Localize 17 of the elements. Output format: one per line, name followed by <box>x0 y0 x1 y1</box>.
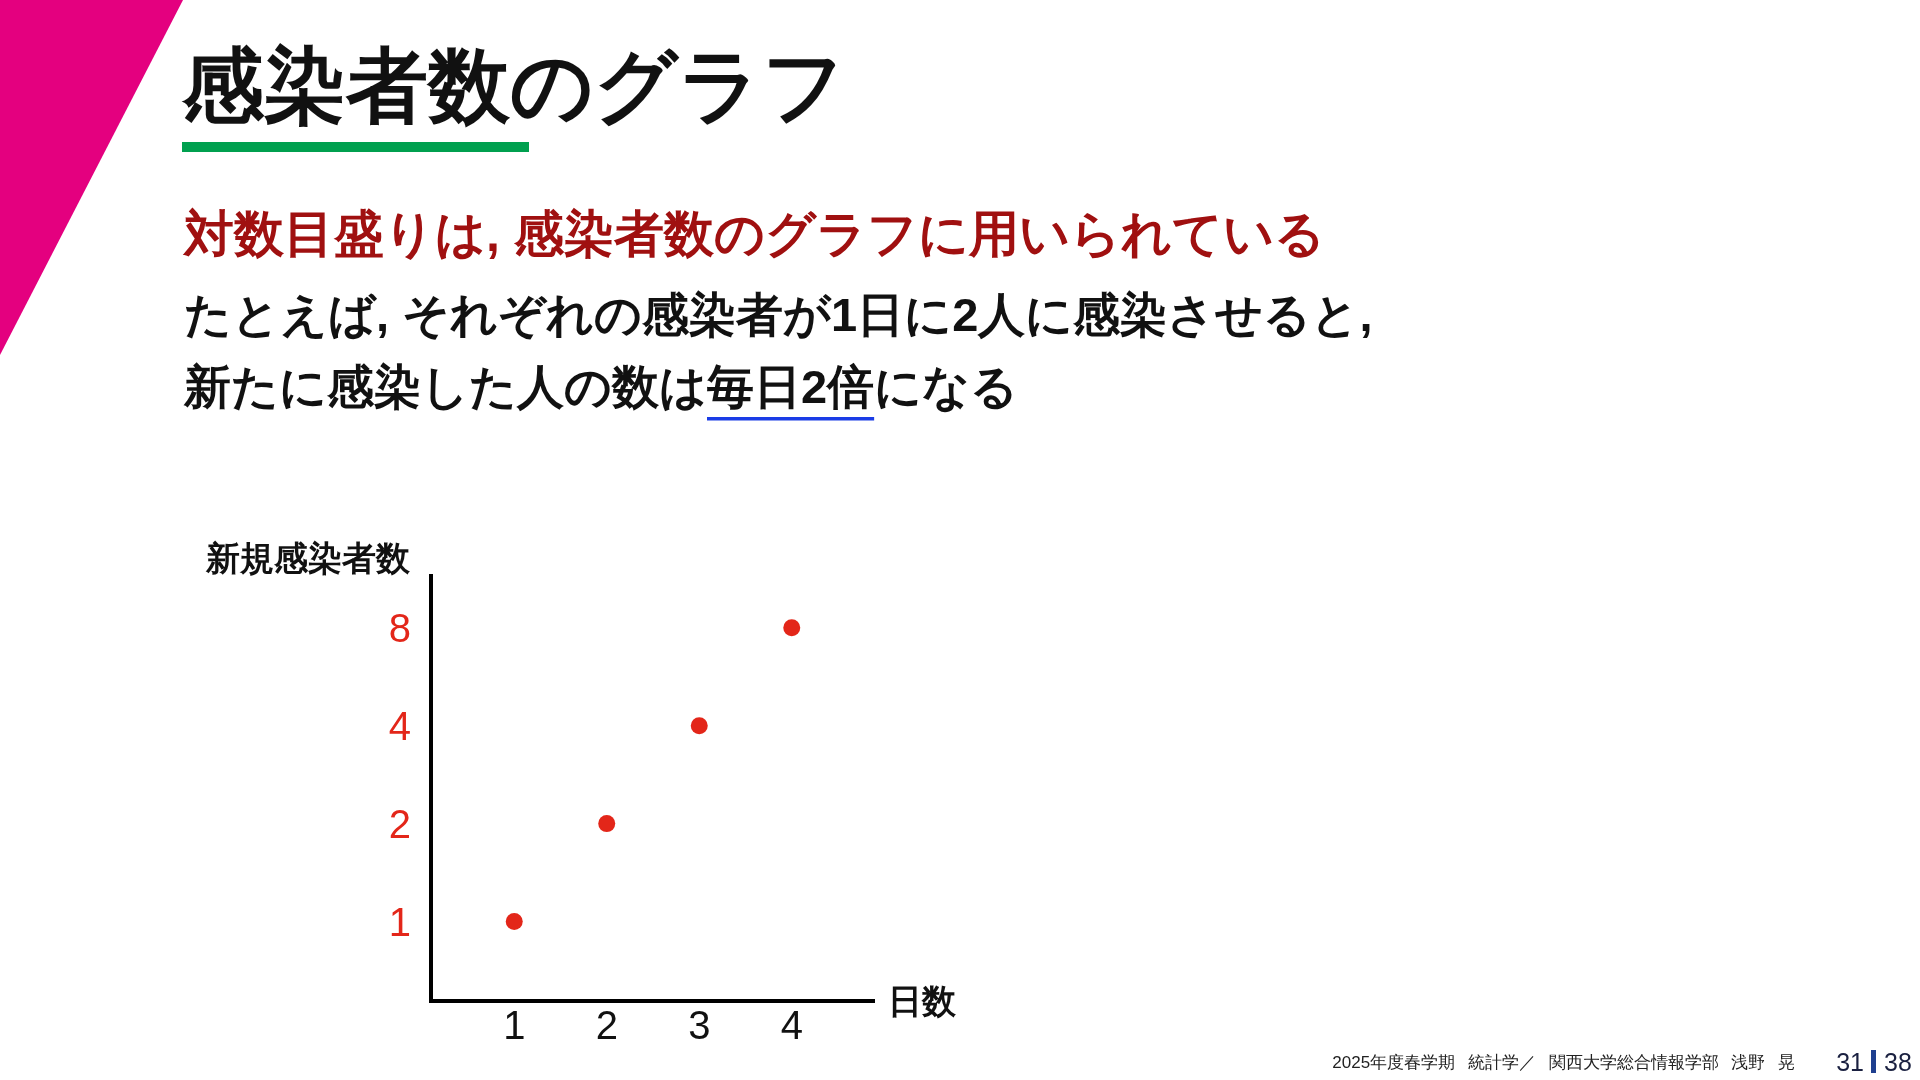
annotation: 2025年度春学期 統計学／ 関西大学総合情報学部 浅野 晃 <box>1332 1053 1795 1072</box>
y-tick-label: 1 <box>388 899 411 944</box>
x-tick-label: 4 <box>780 1003 803 1047</box>
x-tick-label: 1 <box>503 1003 526 1047</box>
x-tick-label: 3 <box>688 1003 711 1047</box>
annotation: 31 <box>1836 1048 1864 1076</box>
annotation: 38 <box>1884 1048 1912 1076</box>
subtitle: 対数目盛りは, 感染者数のグラフに用いられている <box>184 206 1325 262</box>
title: 感染者数のグラフ <box>182 40 846 131</box>
y-tick-label: 8 <box>388 605 411 650</box>
x-axis-title: 日数 <box>888 982 956 1020</box>
y-tick-label: 4 <box>388 703 411 748</box>
annotation: たとえば, それぞれの感染者が1日に2人に感染させると, <box>184 288 1373 341</box>
annotation: 新たに感染した人の数は毎日2倍になる <box>184 360 1019 413</box>
y-axis-title: 新規感染者数 <box>206 539 410 577</box>
y-tick-label: 2 <box>388 801 411 846</box>
x-tick-label: 2 <box>595 1003 618 1047</box>
